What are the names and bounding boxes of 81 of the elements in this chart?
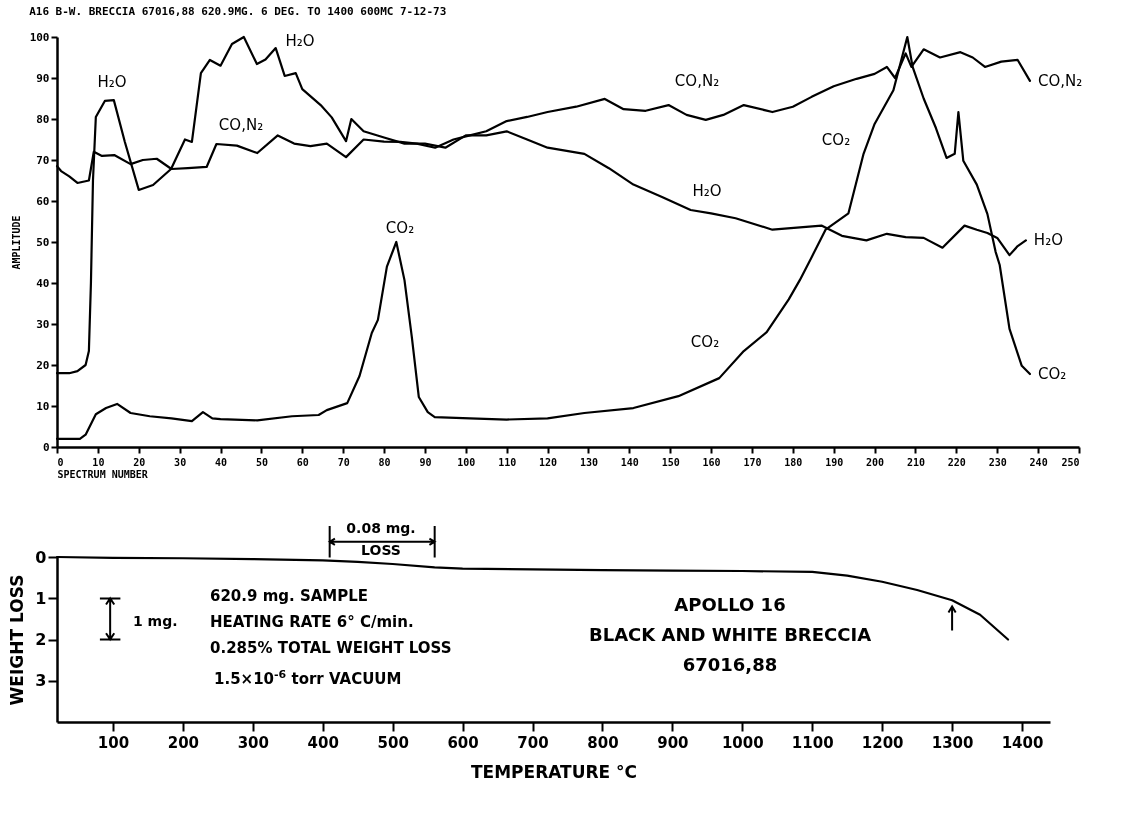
x-tick-label: 0 xyxy=(57,456,64,468)
x-tick-label: 1000 xyxy=(721,733,764,752)
x-tick-label: 700 xyxy=(517,733,549,752)
x-tick-label: 30 xyxy=(174,456,187,468)
annotation: H₂O xyxy=(285,32,315,50)
x-tick-label: 240 xyxy=(1029,456,1048,468)
y-tick-label: 3 xyxy=(35,671,47,691)
annotation: BLACK AND WHITE BRECCIA xyxy=(588,624,872,645)
x-tick-label: 220 xyxy=(947,456,966,468)
annotation: 620.9 mg. SAMPLE xyxy=(210,587,369,605)
x-tick-label: 160 xyxy=(702,456,721,468)
x-tick-label: 80 xyxy=(378,456,391,468)
y-tick-label: 100 xyxy=(29,30,50,44)
x-tick-label: 600 xyxy=(447,733,479,752)
x-tick-label: 1300 xyxy=(931,733,974,752)
annotation: CO₂ xyxy=(690,333,720,351)
y-tick-label: 50 xyxy=(36,235,50,249)
x-tick-label: 500 xyxy=(377,733,409,752)
x-tick-label: 170 xyxy=(743,456,762,468)
x-tick-label: 250 xyxy=(1061,456,1080,468)
x-tick-label: 1200 xyxy=(861,733,904,752)
series-label: H₂O xyxy=(1033,231,1063,250)
y-axis-title: WEIGHT LOSS xyxy=(7,574,28,706)
x-tick-label: 50 xyxy=(255,456,268,468)
annotation: CO,N₂ xyxy=(674,72,720,90)
x-tick-label: 110 xyxy=(498,456,517,468)
x-tick-label: 90 xyxy=(419,456,432,468)
text: 0.08 mg. xyxy=(346,520,416,536)
x-tick-label: 120 xyxy=(539,456,558,468)
chart-title: A16 B-W. BRECCIA 67016,88 620.9MG. 6 DEG. TO 1400 600MC 7-12-73 xyxy=(29,5,447,18)
x-tick-label: 300 xyxy=(237,733,269,752)
x-tick-label: 180 xyxy=(784,456,803,468)
x-tick-label: 60 xyxy=(296,456,309,468)
x-tick-label: 200 xyxy=(866,456,885,468)
x-tick-label: 100 xyxy=(457,456,476,468)
annotation: CO,N₂ xyxy=(218,116,264,134)
annotation: 1.5×10$^{-6}$ torr VACUUM xyxy=(214,667,402,688)
x-tick-label: 1100 xyxy=(791,733,834,752)
y-tick-label: 0 xyxy=(42,440,50,454)
y-tick-label: 40 xyxy=(36,276,50,290)
x-tick-label: 200 xyxy=(167,733,200,752)
x-tick-label: 150 xyxy=(661,456,680,468)
x-tick-label: 190 xyxy=(825,456,844,468)
x-tick-label: 130 xyxy=(579,456,598,468)
x-axis-title: TEMPERATURE °C xyxy=(470,761,638,782)
y-tick-label: 20 xyxy=(36,358,50,372)
x-axis-title: SPECTRUM NUMBER xyxy=(57,468,149,480)
y-tick-label: 0 xyxy=(35,547,47,567)
annotation: 1 mg. xyxy=(133,613,178,629)
x-tick-label: 140 xyxy=(620,456,639,468)
annotation: CO₂ xyxy=(821,131,851,149)
x-tick-label: 10 xyxy=(92,456,105,468)
x-tick-label: 70 xyxy=(337,456,350,468)
y-tick-label: 2 xyxy=(35,630,47,649)
y-tick-label: 30 xyxy=(36,317,50,331)
x-tick-label: 1400 xyxy=(1001,733,1044,752)
y-tick-label: 60 xyxy=(36,194,50,208)
y-tick-label: 70 xyxy=(36,153,50,167)
annotation: HEATING RATE 6° C/min. xyxy=(210,613,414,631)
x-tick-label: 900 xyxy=(657,733,689,752)
x-tick-label: 800 xyxy=(587,733,619,752)
y-tick-label: 90 xyxy=(36,71,50,85)
annotation: CO₂ xyxy=(385,219,415,237)
y-tick-label: 1 xyxy=(35,588,47,608)
annotation: 0.285% TOTAL WEIGHT LOSS xyxy=(210,639,452,657)
x-tick-label: 20 xyxy=(133,456,146,468)
series-label: CO₂ xyxy=(1037,365,1067,384)
x-tick-label: 40 xyxy=(215,456,228,468)
annotation: H₂O xyxy=(97,73,127,91)
annotation: 67016,88 xyxy=(682,654,778,675)
x-tick-label: 400 xyxy=(307,733,339,752)
y-tick-label: 80 xyxy=(36,112,50,126)
y-axis-title: AMPLITUDE xyxy=(10,215,22,270)
x-tick-label: 100 xyxy=(97,733,130,752)
annotation: APOLLO 16 xyxy=(674,594,786,615)
x-tick-label: 210 xyxy=(906,456,926,468)
annotation: LOSS xyxy=(361,542,401,558)
series-label: CO,N₂ xyxy=(1037,71,1083,90)
annotation: H₂O xyxy=(692,182,722,200)
x-tick-label: 230 xyxy=(988,456,1007,468)
y-tick-label: 10 xyxy=(36,399,50,413)
